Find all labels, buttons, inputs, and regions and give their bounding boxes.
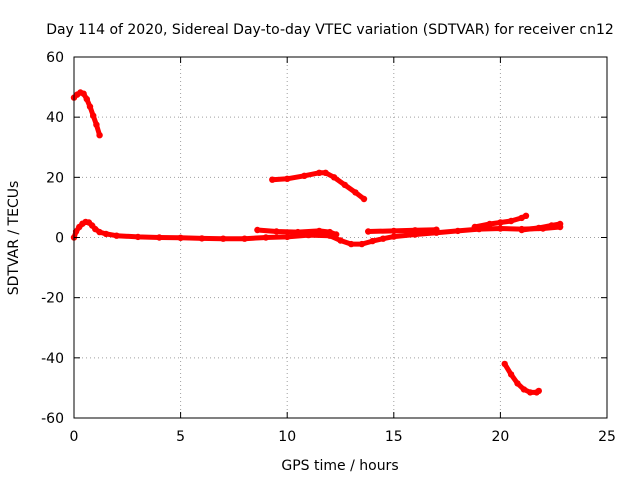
data-point (326, 228, 333, 236)
data-point (96, 228, 103, 236)
data-point (365, 228, 372, 235)
data-point (86, 103, 94, 110)
axis-ticks: 0 5 10 15 20 25 -60 -40 -20 0 20 40 60 (41, 50, 616, 445)
data-point (177, 234, 184, 241)
data-point (113, 232, 120, 239)
y-tick-label: -60 (41, 411, 64, 427)
data-point (433, 226, 440, 233)
data-point (507, 371, 515, 378)
data-point (134, 233, 142, 241)
x-tick-label: 0 (70, 429, 79, 445)
data-point (294, 228, 302, 236)
data-point (102, 230, 110, 238)
y-tick-label: 0 (55, 231, 64, 247)
data-point (556, 220, 564, 228)
data-point (486, 220, 493, 228)
data-series (70, 89, 564, 396)
data-point (390, 227, 397, 235)
data-point (301, 172, 308, 179)
y-tick-label: 40 (46, 110, 64, 126)
data-point (527, 389, 534, 396)
data-point (198, 235, 206, 242)
data-point (535, 387, 542, 395)
data-point (514, 380, 521, 387)
data-point (360, 195, 368, 203)
data-point (501, 360, 508, 368)
y-tick-label: -40 (41, 351, 64, 367)
series-arc-4 (365, 227, 439, 234)
data-point (254, 226, 261, 234)
data-point (522, 212, 530, 219)
series-arc-6 (519, 221, 563, 233)
x-tick-label: 10 (278, 429, 296, 445)
data-point (497, 219, 504, 226)
data-point (454, 227, 461, 235)
data-point (83, 95, 91, 103)
data-point (548, 222, 555, 229)
data-point (337, 237, 344, 244)
x-tick-label: 5 (176, 429, 185, 445)
data-point (471, 223, 478, 231)
data-point (269, 176, 276, 183)
data-point (369, 237, 376, 245)
y-axis-label: SDTVAR / TECUs (6, 181, 22, 296)
data-point (518, 226, 525, 234)
data-point (341, 181, 348, 189)
data-point (316, 227, 323, 235)
x-tick-label: 20 (491, 429, 509, 445)
data-point (507, 217, 515, 225)
data-point (333, 231, 340, 238)
data-point (273, 228, 280, 235)
data-point (379, 235, 387, 242)
data-point (358, 240, 365, 248)
y-tick-label: 60 (46, 50, 64, 66)
y-tick-label: 20 (46, 170, 64, 186)
data-point (322, 169, 329, 176)
x-tick-label: 25 (598, 429, 616, 445)
data-point (348, 240, 355, 248)
data-point (411, 227, 419, 234)
chart-title: Day 114 of 2020, Sidereal Day-to-day VTE… (46, 22, 614, 38)
data-point (93, 121, 100, 128)
data-point (156, 234, 163, 241)
data-point (535, 224, 542, 232)
data-point (316, 169, 323, 176)
data-point (497, 225, 504, 232)
x-tick-label: 15 (385, 429, 403, 445)
data-point (220, 235, 227, 242)
data-point (352, 189, 359, 196)
data-point (390, 233, 397, 240)
data-point (80, 90, 87, 97)
data-point (330, 174, 338, 181)
y-tick-label: -20 (41, 291, 64, 307)
data-point (284, 175, 291, 182)
data-point (96, 132, 103, 139)
data-point (262, 234, 270, 241)
data-point (90, 112, 97, 119)
x-axis-label: GPS time / hours (281, 458, 398, 474)
data-point (284, 233, 291, 241)
data-point (241, 235, 248, 242)
data-point (520, 386, 528, 393)
